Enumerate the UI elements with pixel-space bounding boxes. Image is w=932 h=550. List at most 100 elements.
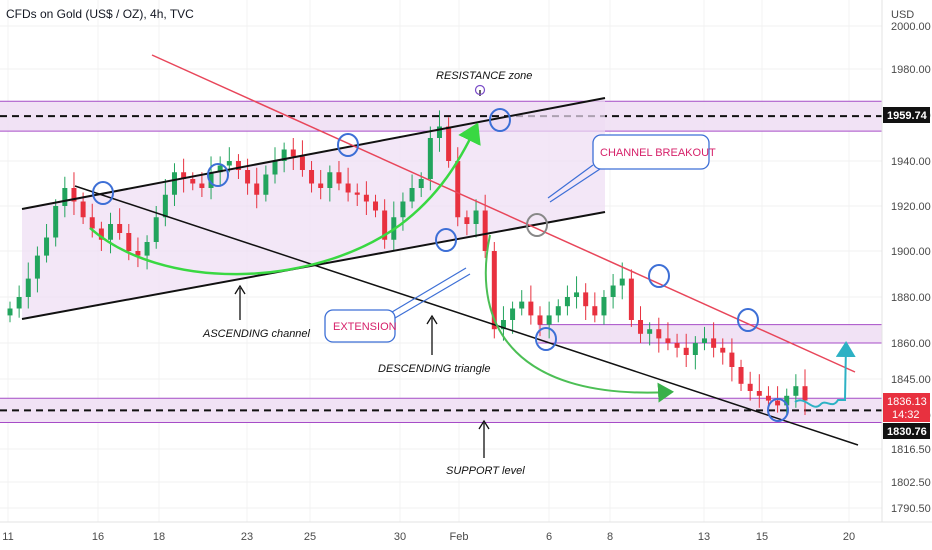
candle-body xyxy=(619,278,625,286)
candle-body xyxy=(519,301,525,309)
channel-upper-line xyxy=(21,97,606,210)
x-tick-label: 23 xyxy=(241,531,253,543)
y-tick-label: 1880.00 xyxy=(891,292,931,304)
candle-body xyxy=(53,206,59,238)
candle-body xyxy=(263,174,269,195)
candle-body xyxy=(701,338,707,343)
x-tick-label: 15 xyxy=(756,531,768,543)
resistance-marker-icon xyxy=(474,84,486,96)
ascending-annotation: ASCENDING channel xyxy=(202,328,311,340)
candle-body xyxy=(80,201,86,218)
highlight-circle xyxy=(435,228,457,252)
candle-body xyxy=(71,188,77,202)
candle-body xyxy=(711,338,717,348)
candle-body xyxy=(574,292,580,297)
candle-body xyxy=(272,161,278,175)
currency-label: USD xyxy=(891,9,914,21)
highlight-circle xyxy=(92,181,114,205)
candle-body xyxy=(108,224,114,240)
candle-body xyxy=(436,126,442,138)
resistance-annotation: RESISTANCE zone xyxy=(436,70,532,82)
candle-body xyxy=(674,343,680,348)
y-tick-label: 1816.50 xyxy=(891,444,931,456)
y-tick-label: 1920.00 xyxy=(891,201,931,213)
x-tick-label: 13 xyxy=(698,531,710,543)
support-price-text: 1830.76 xyxy=(887,426,927,438)
candle-body xyxy=(400,201,406,218)
candle-body xyxy=(89,217,95,229)
candle-body xyxy=(354,192,360,195)
candle-body xyxy=(491,251,497,330)
candle-body xyxy=(363,194,369,202)
candle-body xyxy=(135,251,141,256)
candle-body xyxy=(747,383,753,391)
candle-body xyxy=(738,367,744,384)
candle-body xyxy=(729,352,735,367)
candle-body xyxy=(217,165,223,173)
candle-body xyxy=(208,172,214,188)
candle-body xyxy=(309,170,315,184)
candle-body xyxy=(500,320,506,330)
x-tick-label: 6 xyxy=(546,531,552,543)
candle-body xyxy=(537,315,543,325)
extension-label: EXTENSION xyxy=(333,321,397,333)
candle-body xyxy=(546,315,552,325)
y-tick-label: 1980.00 xyxy=(891,64,931,76)
support-annotation: SUPPORT level xyxy=(446,465,525,477)
x-tick-label: Feb xyxy=(450,531,469,543)
highlight-circle xyxy=(737,308,759,332)
candle-body xyxy=(318,183,324,188)
candle-body xyxy=(327,172,333,188)
time-axis[interactable]: 11 16 18 23 25 30 Feb 6 8 13 15 20 xyxy=(2,531,855,543)
x-tick-label: 11 xyxy=(2,531,13,543)
chart-title: CFDs on Gold (US$ / OZ), 4h, TVC xyxy=(6,7,194,21)
highlight-circle xyxy=(337,133,359,157)
price-axis[interactable]: 1790.501802.501816.501830.001845.001860.… xyxy=(891,21,931,515)
candle-body xyxy=(802,386,808,401)
candle-body xyxy=(583,292,589,307)
candle-body xyxy=(418,179,424,188)
candle-body xyxy=(528,301,534,316)
candle-body xyxy=(455,161,461,218)
candle-body xyxy=(720,347,726,353)
countdown-text: 14:32 xyxy=(892,409,920,421)
x-tick-label: 20 xyxy=(843,531,855,543)
resistance-price-text: 1959.74 xyxy=(887,110,928,122)
x-tick-label: 16 xyxy=(92,531,104,543)
y-tick-label: 1900.00 xyxy=(891,246,931,258)
highlight-circle xyxy=(535,327,557,351)
candle-body xyxy=(254,183,260,195)
candle-body xyxy=(7,308,13,316)
x-tick-label: 25 xyxy=(304,531,316,543)
circles xyxy=(92,108,789,422)
candle-body xyxy=(171,172,177,195)
candle-body xyxy=(692,343,698,355)
candle-body xyxy=(199,183,205,188)
candle-body xyxy=(656,329,662,339)
candle-body xyxy=(345,183,351,193)
candle-body xyxy=(555,306,561,316)
candle-body xyxy=(62,188,68,206)
candle-body xyxy=(784,395,790,406)
y-tick-label: 1845.00 xyxy=(891,374,931,386)
candle-body xyxy=(281,149,287,161)
candle-body xyxy=(162,194,168,218)
candle-body xyxy=(25,278,31,297)
candle-body xyxy=(446,126,452,161)
x-tick-label: 8 xyxy=(607,531,613,543)
y-tick-label: 1940.00 xyxy=(891,156,931,168)
descending-line xyxy=(74,185,859,446)
highlight-circle xyxy=(207,163,229,187)
teal-projection-arrow xyxy=(794,341,856,408)
y-tick-label: 1790.50 xyxy=(891,503,931,515)
candle-body xyxy=(592,306,598,316)
descending-annotation: DESCENDING triangle xyxy=(378,363,490,375)
candle-body xyxy=(299,156,305,170)
candle-body xyxy=(245,170,251,184)
highlight-circle xyxy=(648,264,670,288)
candle-body xyxy=(793,386,799,396)
candle-body xyxy=(190,179,196,184)
candle-body xyxy=(683,347,689,355)
